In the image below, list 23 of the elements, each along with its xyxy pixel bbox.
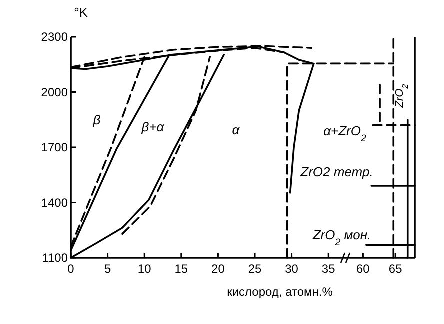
annotation: β — [92, 112, 102, 128]
x-tick-label: 30 — [285, 262, 299, 276]
x-tick-label: 5 — [104, 262, 112, 276]
x-tick-label: 10 — [138, 262, 152, 276]
y-axis-title: °K — [74, 5, 88, 20]
x-axis-title: кислород, атомн.% — [227, 285, 334, 299]
annotation: ZrO$_{2}$ мон. — [312, 228, 372, 248]
y-tick-label: 2000 — [41, 85, 68, 100]
annotation: ZrO2 тетр. — [300, 164, 374, 180]
y-tick-label: 1700 — [41, 140, 68, 155]
x-tick-label: 65 — [388, 262, 403, 276]
y-tick-label: 1100 — [42, 251, 68, 266]
annotation: α+ZrO$_{2}$ — [324, 124, 367, 144]
y-tick-label: 2300 — [41, 30, 68, 44]
x-tick-label: 25 — [248, 262, 262, 276]
y-tick-label: 1400 — [41, 196, 68, 210]
x-tick-label: 0 — [68, 262, 75, 276]
annotation: β+α — [140, 120, 165, 135]
annotation: α — [232, 122, 240, 138]
x-tick-label: 35 — [322, 262, 336, 276]
x-tick-label: 20 — [212, 262, 226, 276]
x-tick-label: 15 — [174, 262, 188, 276]
x-tick-label: 60 — [356, 262, 370, 276]
